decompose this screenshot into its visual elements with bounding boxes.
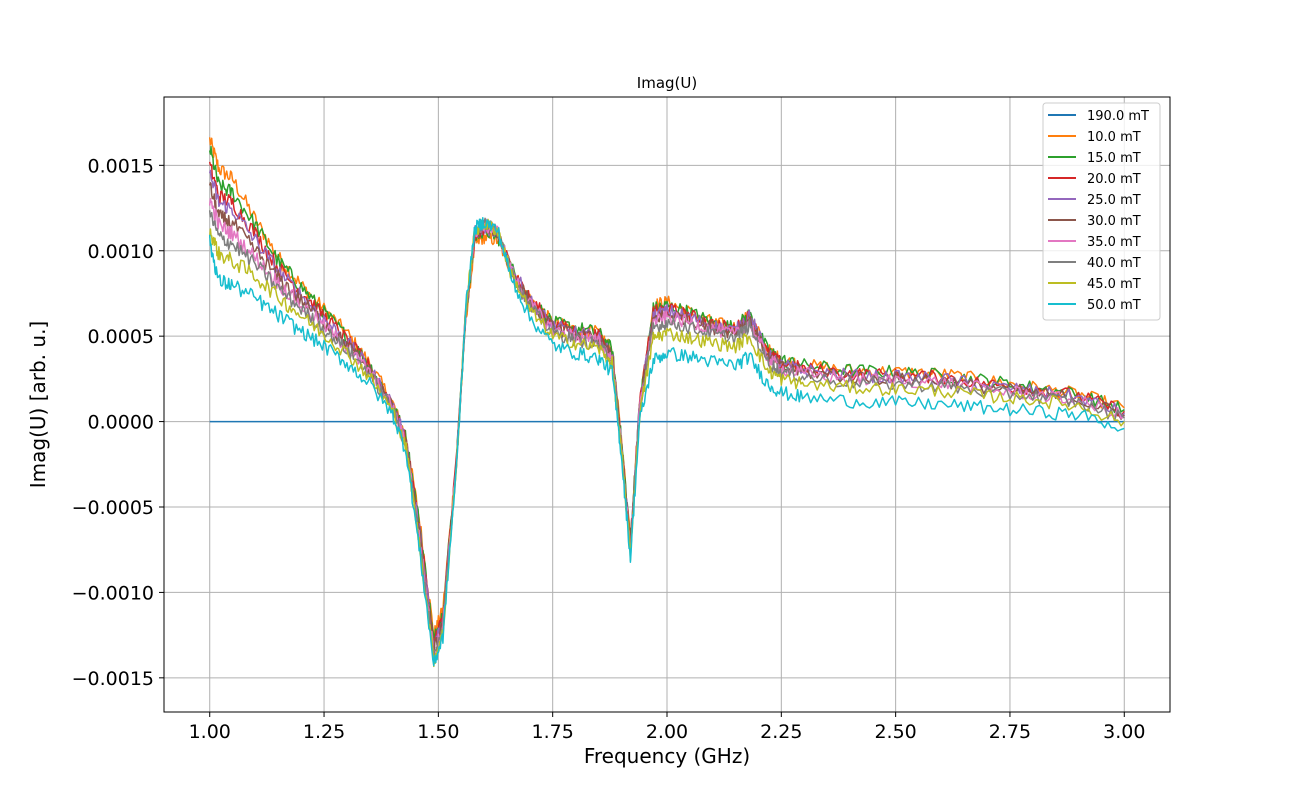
y-tick-label: 0.0005 [88,326,154,348]
series-line [208,169,1125,648]
y-tick-label: 0.0010 [88,241,154,263]
x-tick-label: 1.00 [189,721,231,743]
legend-label: 45.0 mT [1087,277,1141,292]
x-axis: 1.00 1.25 1.50 1.75 2.00 2.25 2.50 2.75 3.00 [189,712,1145,743]
legend-label: 40.0 mT [1087,256,1141,271]
series-line [208,218,1125,668]
legend-label: 30.0 mT [1087,214,1141,229]
y-tick-label: 0.0000 [88,412,154,434]
x-tick-label: 1.50 [417,721,459,743]
x-tick-label: 2.25 [760,721,802,743]
legend-label: 35.0 mT [1087,235,1141,250]
y-tick-label: 0.0015 [88,155,154,177]
y-axis-title: Imag(U) [arb. u.] [26,321,50,488]
x-tick-label: 1.75 [532,721,574,743]
legend-label: 10.0 mT [1087,130,1141,145]
legend-label: 15.0 mT [1087,151,1141,166]
x-tick-label: 3.00 [1103,721,1145,743]
series-layer [208,137,1125,668]
legend-label: 50.0 mT [1087,298,1141,313]
chart-title: Imag(U) [637,74,697,92]
y-axis: 0.0015 0.0010 0.0005 0.0000 −0.0005 −0.0010 −0… [72,155,164,690]
legend-label: 20.0 mT [1087,172,1141,187]
x-tick-label: 2.75 [989,721,1031,743]
x-tick-label: 2.00 [646,721,688,743]
series-line [208,217,1125,667]
y-tick-label: −0.0005 [72,497,154,519]
legend-label: 25.0 mT [1087,193,1141,208]
legend: 190.0 mT 10.0 mT 15.0 mT 20.0 mT 25.0 mT 30.0… [1042,102,1161,321]
y-tick-label: −0.0010 [72,582,154,604]
y-tick-label: −0.0015 [72,668,154,690]
legend-label: 190.0 mT [1087,109,1149,124]
x-tick-label: 1.25 [303,721,345,743]
x-tick-label: 2.50 [874,721,916,743]
x-axis-title: Frequency (GHz) [584,744,750,768]
